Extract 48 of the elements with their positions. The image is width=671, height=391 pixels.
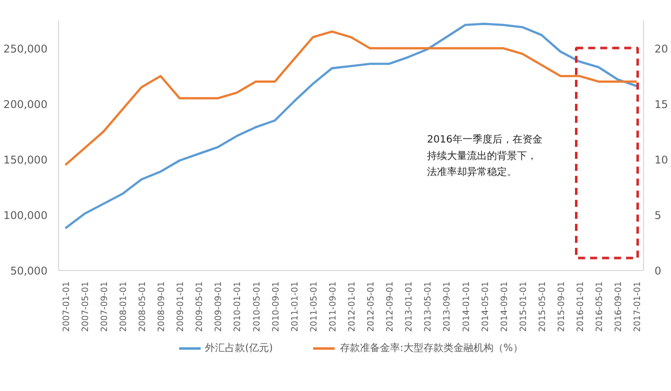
x-tick-label: 2017-01-01 [633,281,644,332]
y-tick-label: 250,000 [3,42,48,56]
x-tick-label: 2010-01-01 [233,281,244,332]
x-tick-label: 2012-05-01 [366,281,377,332]
y2-tick-label: 10 [654,153,668,166]
annotation: 法准率却异常稳定。 [427,166,518,178]
x-tick-label: 2007-09-01 [100,281,110,332]
x-tick-label: 2012-09-01 [386,281,396,332]
legend-label: 外汇占款(亿元) [205,342,273,355]
y-tick-label: 100,000 [3,208,48,222]
x-tick-label: 2011-01-01 [290,281,300,332]
y2-tick-label: 5 [654,208,662,222]
x-tick-label: 2016-09-01 [614,281,624,332]
x-tick-label: 2014-01-01 [462,281,472,332]
x-tick-label: 2015-01-01 [518,281,529,332]
x-tick-label: 2009-01-01 [176,281,186,332]
x-tick-label: 2015-09-01 [556,281,567,332]
x-tick-label: 2012-01-01 [348,281,358,332]
annotation: 持续大量流出的背景下， [427,150,538,162]
y2-tick-label: 20 [654,42,668,56]
x-tick-label: 2015-05-01 [538,281,548,332]
x-tick-label: 2013-01-01 [404,281,415,332]
x-tick-label: 2010-09-01 [271,281,282,332]
x-tick-label: 2010-05-01 [252,281,262,332]
x-tick-label: 2008-05-01 [138,281,148,332]
legend-label: 存款准备金率:大型存款类金融机构（%） [340,342,523,355]
x-tick-label: 2007-05-01 [80,281,91,332]
x-tick-label: 2008-01-01 [118,281,129,332]
x-tick-label: 2011-05-01 [309,281,320,332]
x-tick-label: 2014-05-01 [480,281,491,332]
y2-tick-label: 0 [654,264,662,278]
x-tick-label: 2009-05-01 [195,281,206,332]
y-tick-label: 200,000 [3,98,48,111]
y-tick-label: 150,000 [3,153,48,166]
line-series [64,30,638,166]
y2-tick-label: 15 [654,98,668,111]
x-tick-label: 2016-05-01 [595,281,606,332]
x-tick-label: 2014-09-01 [500,281,510,332]
annotation: 2016年一季度后，在资金 [427,134,543,146]
x-tick-label: 2013-05-01 [424,281,434,332]
line-series [64,22,638,230]
x-tick-label: 2013-09-01 [442,281,453,332]
x-tick-label: 2008-09-01 [157,281,168,332]
x-tick-label: 2011-09-01 [328,281,338,332]
y-tick-label: 50,000 [10,264,48,278]
x-tick-label: 2007-01-01 [62,281,72,332]
x-tick-label: 2009-09-01 [214,281,224,332]
x-tick-label: 2016-01-01 [576,281,586,332]
